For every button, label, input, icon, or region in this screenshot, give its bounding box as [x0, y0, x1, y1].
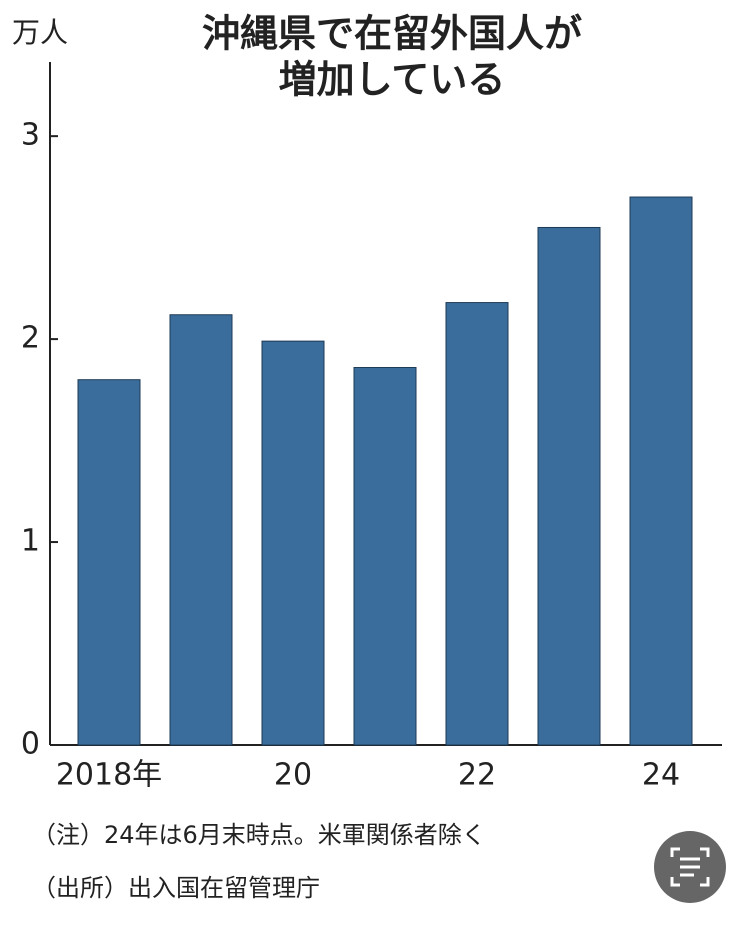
y-tick-label: 0: [21, 727, 40, 762]
source-note: （出所）出入国在留管理庁: [32, 874, 320, 902]
x-tick-label: 22: [458, 758, 496, 793]
y-axis-label: 万人: [12, 16, 68, 49]
y-tick-label: 3: [21, 118, 40, 153]
bar: [445, 302, 509, 746]
x-tick-label: 2018年: [56, 758, 162, 793]
bar: [77, 379, 141, 746]
y-tick-label: 2: [21, 321, 40, 356]
bar: [629, 196, 693, 746]
chart-title: 沖縄県で在留外国人が: [202, 12, 582, 56]
x-tick-label: 20: [274, 758, 312, 793]
scan-button[interactable]: [654, 831, 726, 903]
chart-title: 増加している: [279, 58, 506, 102]
bar: [261, 340, 325, 746]
scan-icon[interactable]: [670, 847, 710, 887]
bar: [353, 367, 417, 746]
note: （注）24年は6月末時点。米軍関係者除く: [32, 821, 486, 849]
bar: [169, 314, 233, 746]
bar: [537, 226, 601, 746]
x-tick-label: 24: [642, 758, 680, 793]
y-tick-label: 1: [21, 524, 40, 559]
